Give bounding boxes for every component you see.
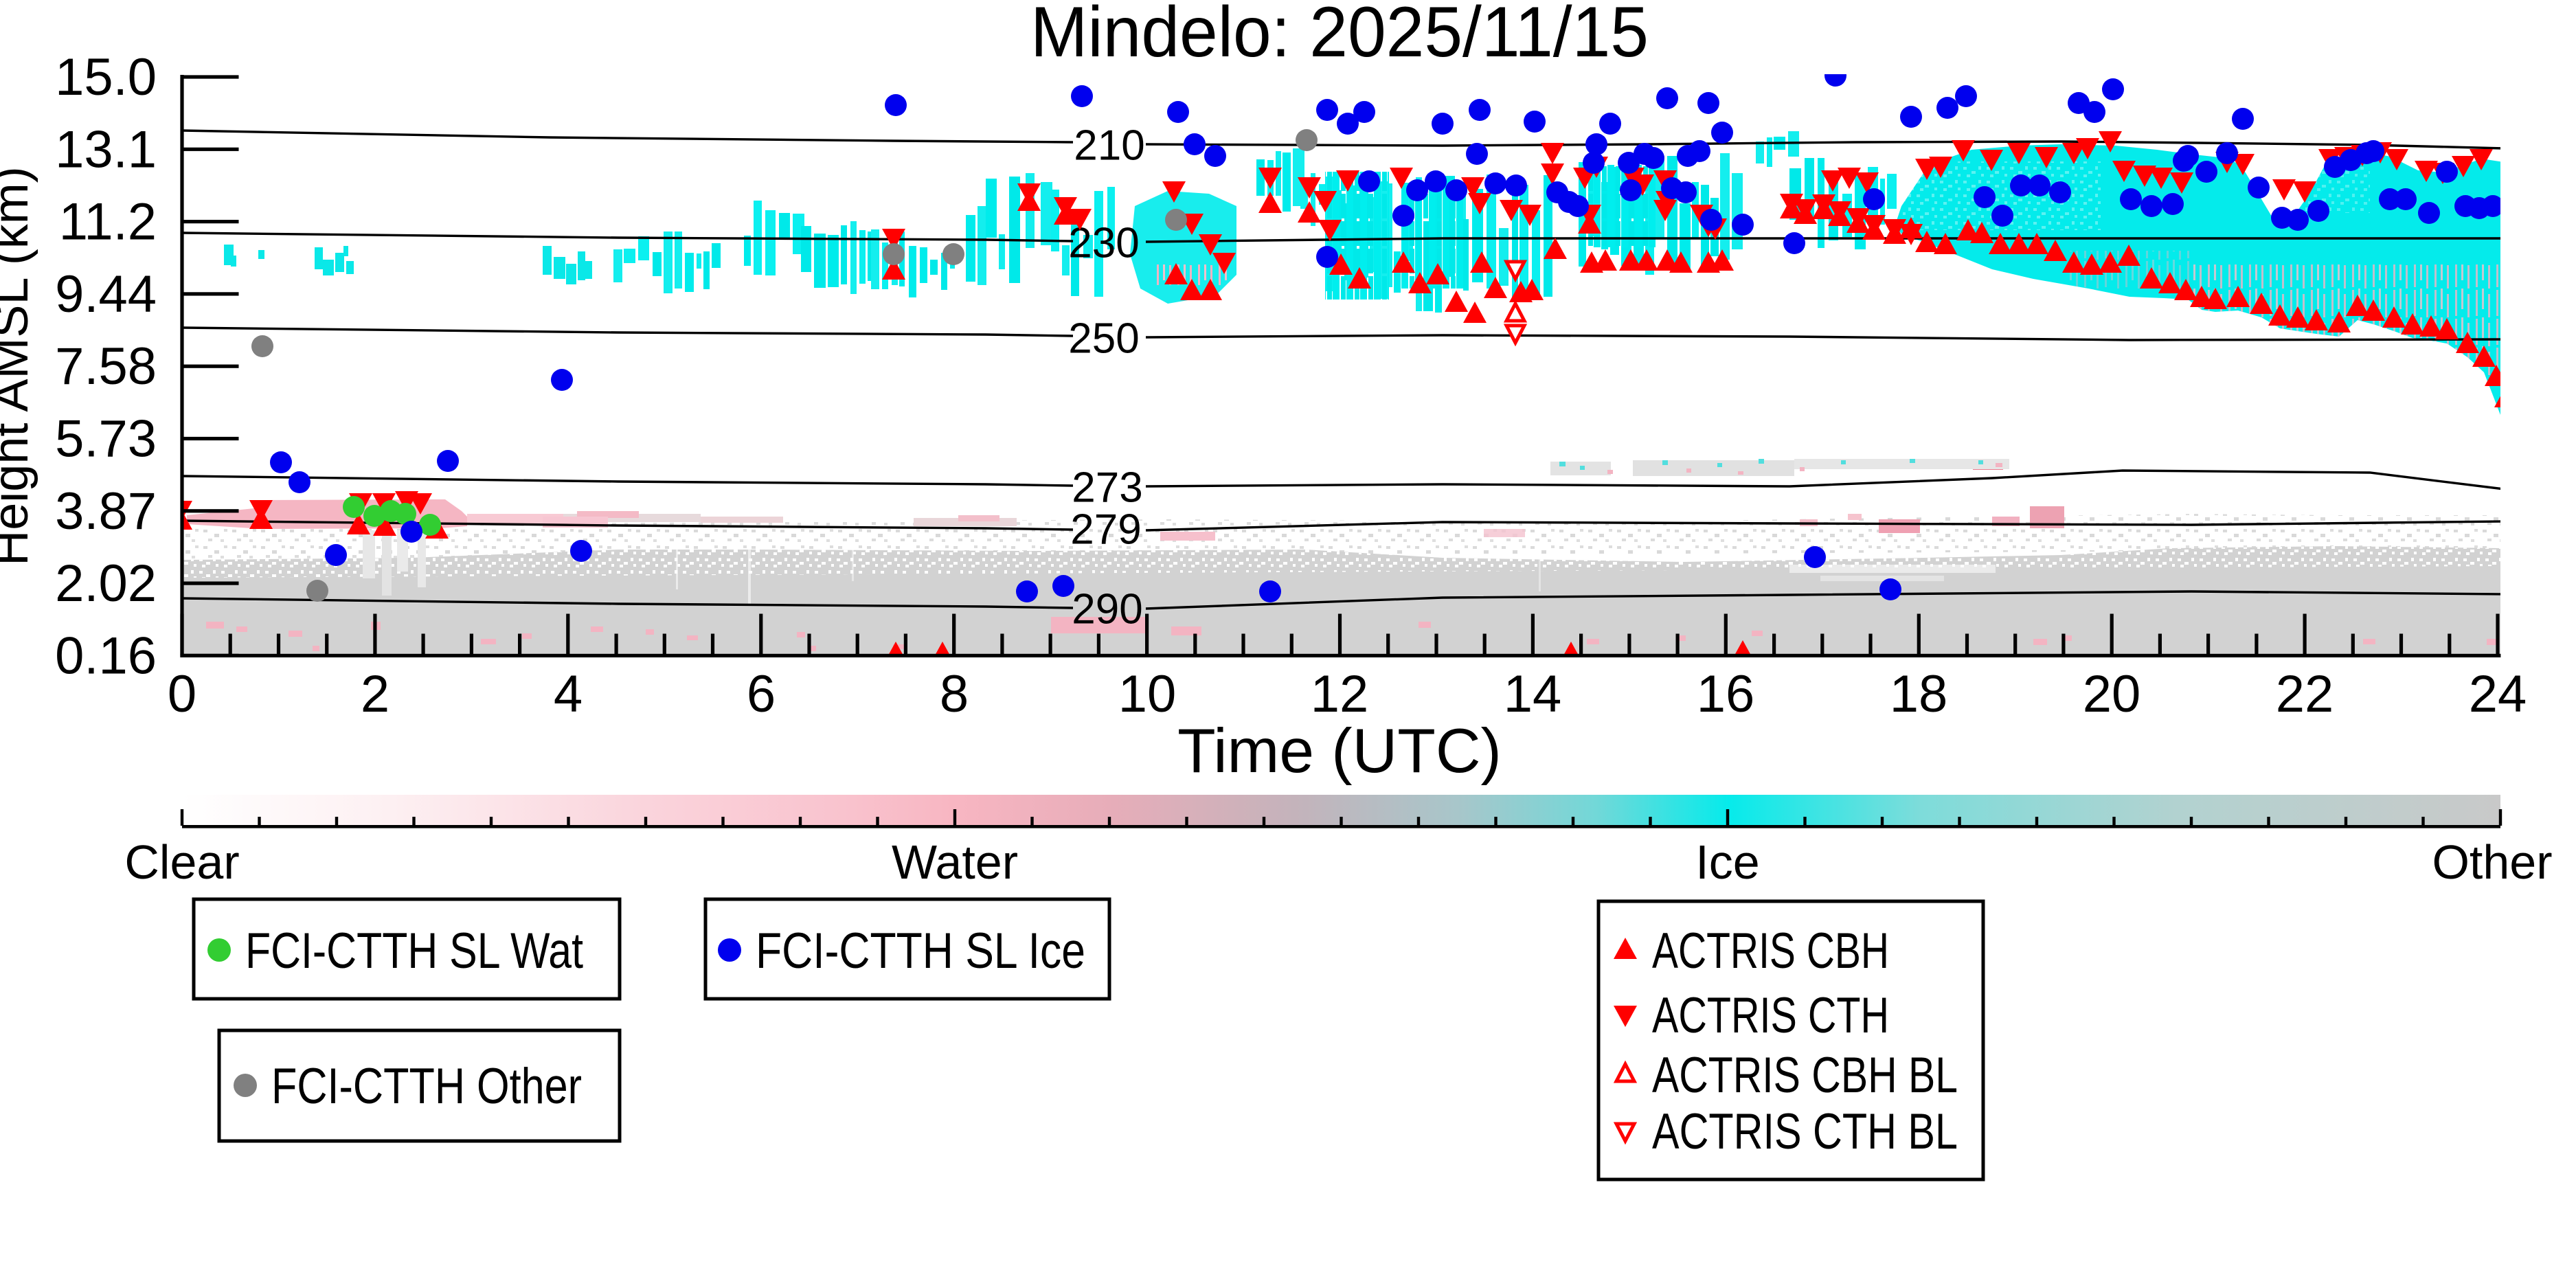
svg-text:14: 14 xyxy=(1504,665,1562,723)
svg-text:15.0: 15.0 xyxy=(55,48,157,106)
svg-text:ACTRIS CBH: ACTRIS CBH xyxy=(1652,923,1889,979)
svg-text:FCI-CTTH SL Wat: FCI-CTTH SL Wat xyxy=(245,923,583,979)
svg-text:Clear: Clear xyxy=(124,835,239,889)
svg-text:250: 250 xyxy=(1068,315,1139,363)
svg-text:279: 279 xyxy=(1070,506,1141,554)
svg-text:Other: Other xyxy=(2432,835,2552,889)
svg-text:5.73: 5.73 xyxy=(55,410,157,468)
svg-text:290: 290 xyxy=(1072,586,1142,633)
svg-text:ACTRIS CBH BL: ACTRIS CBH BL xyxy=(1652,1048,1958,1103)
svg-text:ACTRIS CTH BL: ACTRIS CTH BL xyxy=(1652,1104,1958,1160)
svg-text:Ice: Ice xyxy=(1695,835,1759,889)
svg-text:4: 4 xyxy=(554,665,583,723)
svg-text:7.58: 7.58 xyxy=(55,337,157,396)
svg-text:16: 16 xyxy=(1697,665,1755,723)
svg-text:6: 6 xyxy=(747,665,776,723)
svg-text:2: 2 xyxy=(361,665,389,723)
svg-text:10: 10 xyxy=(1118,665,1177,723)
svg-text:0.16: 0.16 xyxy=(55,626,157,685)
svg-text:22: 22 xyxy=(2276,665,2334,723)
svg-text:18: 18 xyxy=(1890,665,1948,723)
svg-text:2.02: 2.02 xyxy=(55,554,157,613)
svg-text:210: 210 xyxy=(1074,122,1144,170)
svg-text:Mindelo: 2025/11/15: Mindelo: 2025/11/15 xyxy=(1030,0,1649,72)
svg-text:20: 20 xyxy=(2083,665,2141,723)
svg-text:FCI-CTTH Other: FCI-CTTH Other xyxy=(271,1059,582,1114)
svg-text:Height AMSL (km): Height AMSL (km) xyxy=(0,166,38,565)
svg-text:9.44: 9.44 xyxy=(55,265,157,324)
svg-text:273: 273 xyxy=(1072,464,1142,512)
svg-text:ACTRIS CTH: ACTRIS CTH xyxy=(1652,988,1889,1043)
svg-text:Time (UTC): Time (UTC) xyxy=(1177,716,1502,786)
svg-text:12: 12 xyxy=(1311,665,1369,723)
svg-text:3.87: 3.87 xyxy=(55,482,157,541)
svg-text:13.1: 13.1 xyxy=(55,120,157,179)
svg-text:11.2: 11.2 xyxy=(59,193,157,251)
svg-text:24: 24 xyxy=(2469,665,2527,723)
svg-text:FCI-CTTH SL Ice: FCI-CTTH SL Ice xyxy=(756,923,1085,979)
svg-text:Water: Water xyxy=(892,835,1018,889)
svg-text:8: 8 xyxy=(940,665,969,723)
svg-text:0: 0 xyxy=(168,665,196,723)
